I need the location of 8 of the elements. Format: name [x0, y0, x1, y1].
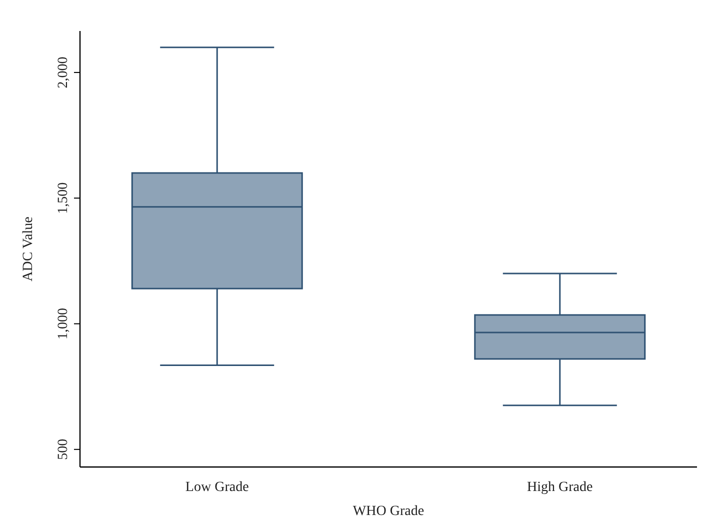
x-axis-title: WHO Grade [352, 504, 424, 519]
x-tick-label: Low Grade [185, 480, 249, 495]
y-tick-label: 2,000 [56, 56, 71, 88]
x-tick-label: High Grade [527, 480, 593, 495]
y-tick-label: 1,000 [56, 308, 71, 340]
y-tick-label: 1,500 [56, 182, 71, 214]
y-axis-title: ADC Value [21, 216, 36, 282]
y-tick-label: 500 [56, 438, 71, 460]
